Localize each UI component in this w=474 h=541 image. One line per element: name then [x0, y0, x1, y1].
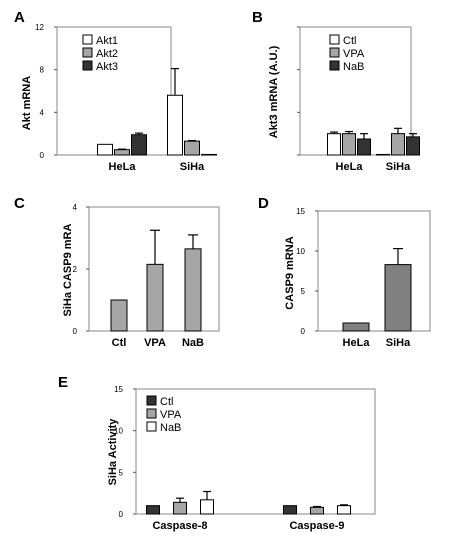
category-label: SiHa — [386, 161, 411, 173]
y-tick-label: 15 — [114, 385, 123, 394]
category-label: SiHa — [386, 337, 411, 349]
y-axis-label: SiHa CASP9 mRA — [62, 223, 74, 316]
panel-label-a: A — [14, 9, 25, 26]
y-tick-label: 8 — [40, 66, 45, 75]
y-tick-label: 15 — [296, 207, 305, 216]
legend-label: Akt3 — [96, 61, 118, 73]
bar-vpa — [173, 501, 187, 515]
bar-ctl — [283, 505, 297, 515]
legend-label: Ctl — [160, 396, 173, 408]
y-tick-label: 0 — [40, 151, 45, 160]
legend-label: NaB — [160, 422, 181, 434]
y-tick-label: 0 — [301, 327, 306, 336]
bar-nab — [406, 136, 420, 156]
panel-c: C 0 2 4 SiHa CASP9 mRA Ctl VPA NaB — [14, 195, 220, 349]
y-tick-label: 4 — [73, 203, 78, 212]
legend-swatch — [329, 34, 340, 45]
plot-frame — [317, 210, 431, 332]
y-tick-label: 10 — [114, 427, 123, 436]
legend-swatch — [146, 395, 157, 406]
y-tick-label: 5 — [301, 287, 306, 296]
bar-akt2 — [114, 149, 130, 156]
bar-ctl — [327, 133, 341, 156]
bar — [184, 248, 202, 332]
category-label: HeLa — [109, 161, 137, 173]
y-tick-label: 0 — [119, 510, 124, 519]
category-label: Ctl — [112, 337, 127, 349]
panel-d: D 0 5 10 15 CASP9 mRNA HeLa SiHa — [258, 195, 431, 349]
bar — [384, 264, 412, 332]
bar-vpa — [310, 506, 324, 515]
bar-akt1 — [167, 94, 183, 156]
legend-swatch — [82, 47, 93, 58]
bar — [110, 299, 128, 332]
panel-label-d: D — [258, 195, 269, 212]
y-tick-label: 5 — [119, 468, 124, 477]
bar — [146, 263, 164, 332]
bar-ctl — [376, 153, 390, 156]
category-label: NaB — [182, 337, 204, 349]
category-label: HeLa — [336, 161, 364, 173]
panel-label-e: E — [58, 374, 68, 391]
bar-nab — [357, 138, 371, 156]
bar-vpa — [342, 133, 356, 156]
y-tick-label: 12 — [35, 23, 44, 32]
bar-akt3 — [201, 153, 217, 156]
bar-akt2 — [184, 140, 200, 156]
y-axis-label: SiHa Activity — [107, 418, 119, 486]
panel-label-c: C — [14, 195, 25, 212]
y-axis-label: CASP9 mRNA — [284, 236, 296, 309]
legend-swatch — [329, 60, 340, 71]
bar-ctl — [146, 505, 160, 515]
plot-frame — [135, 388, 376, 515]
category-label: VPA — [144, 337, 166, 349]
bar-vpa — [391, 133, 405, 156]
y-axis-label: Akt3 mRNA (A.U.) — [268, 45, 280, 138]
legend-swatch — [329, 47, 340, 58]
y-tick-label: 4 — [40, 108, 45, 117]
legend-label: VPA — [343, 48, 365, 60]
panel-e: E 0 5 10 15 SiHa Activity Caspase-8 Caspase-9 Ct… — [58, 374, 376, 532]
bar-nab — [200, 499, 214, 515]
bar-akt3 — [131, 134, 147, 156]
legend-label: Akt2 — [96, 48, 118, 60]
category-label: Caspase-9 — [289, 520, 344, 532]
bar-akt1 — [97, 143, 113, 156]
legend-label: Akt1 — [96, 35, 118, 47]
panel-label-b: B — [252, 9, 263, 26]
bar — [342, 322, 370, 332]
y-tick-label: 10 — [296, 247, 305, 256]
legend-label: VPA — [160, 409, 182, 421]
y-axis-label: Akt mRNA — [21, 76, 33, 130]
legend-label: Ctl — [343, 35, 356, 47]
legend-swatch — [146, 421, 157, 432]
legend-swatch — [82, 34, 93, 45]
bar-nab — [337, 505, 351, 515]
category-label: SiHa — [180, 161, 205, 173]
legend-label: NaB — [343, 61, 364, 73]
y-tick-label: 0 — [73, 327, 78, 336]
y-tick-label: 2 — [73, 265, 78, 274]
legend-swatch — [146, 408, 157, 419]
category-label: HeLa — [343, 337, 371, 349]
legend-swatch — [82, 60, 93, 71]
category-label: Caspase-8 — [152, 520, 207, 532]
